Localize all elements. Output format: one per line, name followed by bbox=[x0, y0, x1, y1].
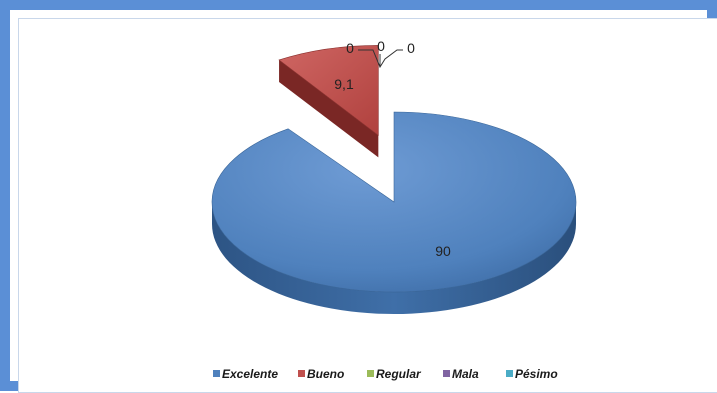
legend-swatch bbox=[506, 370, 513, 377]
data-label-mala: 0 bbox=[377, 38, 385, 54]
legend-swatch bbox=[213, 370, 220, 377]
legend-label: Pésimo bbox=[515, 367, 558, 381]
legend-item-mala: Mala bbox=[443, 367, 479, 381]
label-leaders bbox=[358, 49, 403, 69]
data-label-bueno: 9,1 bbox=[334, 76, 354, 92]
legend-item-excelente: Excelente bbox=[213, 367, 278, 381]
legend-item-regular: Regular bbox=[367, 367, 422, 381]
legend-label: Mala bbox=[452, 367, 479, 381]
legend-item-bueno: Bueno bbox=[298, 367, 344, 381]
slice-bueno bbox=[278, 45, 379, 136]
pie-chart: 90 9,1 0 0 0 Excelente Bueno Regular Mala Pésimo bbox=[211, 38, 577, 381]
slice-bueno-side bbox=[279, 59, 379, 158]
data-label-regular: 0 bbox=[346, 40, 354, 56]
data-label-pesimo: 0 bbox=[407, 40, 415, 56]
slice-excelente-side bbox=[212, 202, 576, 314]
legend-label: Excelente bbox=[222, 367, 278, 381]
legend-label: Bueno bbox=[307, 367, 344, 381]
legend-label: Regular bbox=[376, 367, 422, 381]
data-label-excelente: 90 bbox=[435, 243, 451, 259]
chart-area: 90 9,1 0 0 0 Excelente Bueno Regular Mala Pésimo bbox=[18, 18, 717, 393]
pie-slices bbox=[211, 45, 577, 314]
legend-swatch bbox=[298, 370, 305, 377]
legend-swatch bbox=[367, 370, 374, 377]
leader-lines bbox=[358, 49, 403, 69]
legend: Excelente Bueno Regular Mala Pésimo bbox=[213, 367, 558, 381]
legend-item-pesimo: Pésimo bbox=[506, 367, 558, 381]
legend-swatch bbox=[443, 370, 450, 377]
slice-excelente bbox=[211, 111, 577, 293]
data-labels: 90 9,1 0 0 0 bbox=[334, 38, 451, 259]
